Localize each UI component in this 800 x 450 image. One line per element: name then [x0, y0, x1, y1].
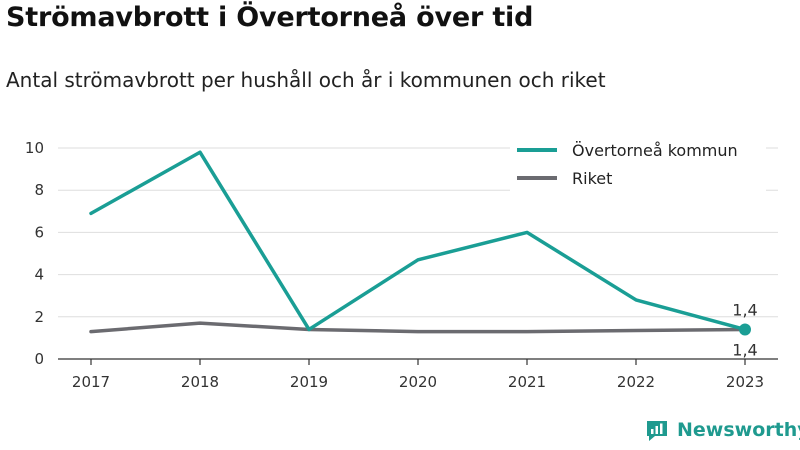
brand-name: Newsworthy: [677, 419, 800, 441]
y-tick-label: 4: [34, 266, 44, 284]
y-tick-label: 8: [34, 181, 44, 199]
x-tick-label: 2023: [726, 373, 764, 391]
legend-background: [510, 134, 766, 194]
x-tick-label: 2018: [181, 373, 219, 391]
legend: Övertorneå kommun Riket: [510, 134, 766, 194]
chart-title: Strömavbrott i Övertorneå över tid: [6, 2, 534, 33]
legend-label: Övertorneå kommun: [572, 141, 738, 160]
x-tick-label: 2021: [508, 373, 546, 391]
x-tick-label: 2020: [399, 373, 437, 391]
chart-subtitle: Antal strömavbrott per hushåll och år i …: [6, 68, 606, 92]
y-tick-label: 6: [34, 223, 44, 241]
y-tick-label: 2: [34, 308, 44, 326]
y-axis-ticks: 0 2 4 6 8 10: [25, 139, 44, 368]
legend-label: Riket: [572, 169, 612, 188]
data-labels: 1,4 1,4: [732, 300, 757, 359]
end-point-marker: [739, 323, 751, 336]
newsworthy-logo-icon: [647, 421, 667, 441]
y-tick-label: 10: [25, 139, 44, 157]
series-line-1: [89, 321, 747, 334]
newsworthy-logo: Newsworthy: [645, 418, 800, 442]
y-tick-label: 0: [34, 350, 44, 368]
data-label: 1,4: [732, 340, 757, 359]
x-axis: 2017 2018 2019 2020 2021 2022 2023: [58, 358, 778, 391]
data-label: 1,4: [732, 300, 757, 319]
x-tick-label: 2022: [617, 373, 655, 391]
series-lines: [89, 150, 751, 336]
x-tick-label: 2017: [72, 373, 110, 391]
x-tick-label: 2019: [290, 373, 328, 391]
